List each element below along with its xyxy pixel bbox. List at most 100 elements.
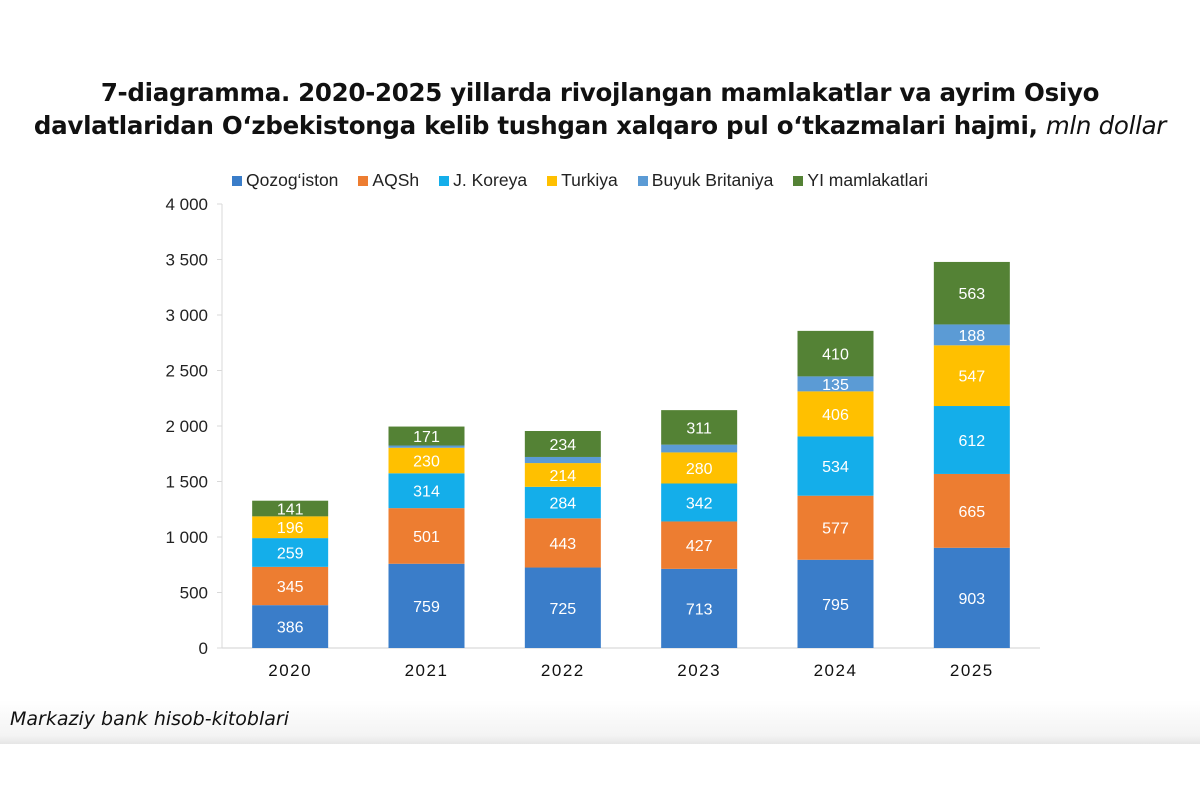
legend-item: Buyuk Britaniya bbox=[637, 170, 774, 191]
data-label: 311 bbox=[686, 420, 712, 437]
data-label: 612 bbox=[958, 433, 985, 450]
data-label: 135 bbox=[822, 377, 849, 394]
bar-segment bbox=[524, 463, 601, 487]
data-label: 386 bbox=[277, 620, 304, 637]
bar-segment bbox=[524, 430, 601, 457]
data-label: 234 bbox=[549, 437, 576, 454]
bar-segment bbox=[661, 410, 738, 445]
legend-item: Qozog‘iston bbox=[232, 170, 338, 191]
bar-segment bbox=[388, 447, 465, 474]
bar-segment bbox=[661, 444, 738, 453]
data-label: 427 bbox=[686, 538, 713, 555]
chart-title: 7-diagramma. 2020-2025 yillarda rivojlan… bbox=[0, 76, 1200, 142]
legend-item: J. Koreya bbox=[439, 170, 527, 191]
bar-segment bbox=[933, 345, 1010, 407]
bar-segment bbox=[933, 547, 1010, 648]
legend-label: YI mamlakatlari bbox=[807, 170, 928, 190]
bar-segment bbox=[388, 473, 465, 509]
bar-segment bbox=[252, 500, 329, 517]
bar-segment bbox=[252, 566, 329, 606]
data-label: 342 bbox=[686, 495, 713, 512]
data-label: 563 bbox=[958, 286, 985, 303]
x-tick-label: 2024 bbox=[814, 661, 858, 680]
legend-swatch bbox=[232, 175, 242, 186]
x-tick-label: 2020 bbox=[268, 661, 312, 680]
data-label: 534 bbox=[822, 459, 849, 476]
x-tick-label: 2022 bbox=[541, 661, 585, 680]
data-label: 577 bbox=[822, 521, 849, 538]
data-label: 725 bbox=[549, 601, 576, 618]
bar-segment bbox=[661, 568, 738, 648]
bar-segment bbox=[252, 605, 329, 648]
chart-title-line2: davlatlaridan O‘zbekistonga kelib tushga… bbox=[0, 109, 1200, 142]
data-label: 259 bbox=[277, 545, 304, 562]
legend-label: Turkiya bbox=[561, 170, 618, 190]
y-tick-label: 0 bbox=[199, 639, 208, 658]
bar-segment bbox=[524, 486, 601, 519]
legend-label: AQSh bbox=[372, 170, 420, 190]
bar-segment bbox=[388, 563, 465, 648]
data-label: 141 bbox=[277, 502, 304, 519]
legend-label: J. Koreya bbox=[453, 170, 528, 190]
bar-segment bbox=[388, 508, 465, 564]
bar-segment bbox=[388, 445, 465, 448]
bar-segment bbox=[252, 538, 329, 567]
legend-swatch bbox=[637, 175, 648, 186]
footer-band bbox=[0, 700, 1200, 744]
y-tick-label: 1 000 bbox=[165, 528, 208, 547]
chart-title-line1: 7-diagramma. 2020-2025 yillarda rivojlan… bbox=[100, 78, 1100, 107]
y-tick-label: 4 000 bbox=[165, 195, 208, 214]
bar-segment bbox=[797, 376, 874, 392]
bar-segment bbox=[524, 518, 601, 568]
data-label: 547 bbox=[958, 369, 985, 386]
data-label: 171 bbox=[413, 429, 440, 446]
bar-segment bbox=[252, 516, 329, 539]
legend: Qozog‘iston AQSh J. Koreya Turkiya Buyuk Bri… bbox=[232, 170, 948, 191]
data-label: 196 bbox=[277, 520, 304, 537]
bar-segment bbox=[661, 521, 738, 569]
bar-segment bbox=[933, 261, 1010, 325]
data-label: 665 bbox=[958, 504, 985, 521]
data-label: 501 bbox=[413, 529, 440, 546]
legend-label: Buyuk Britaniya bbox=[651, 170, 774, 190]
chart-title-line2-text: davlatlaridan O‘zbekistonga kelib tushga… bbox=[33, 111, 1038, 140]
bar-segment bbox=[933, 473, 1010, 548]
chart-title-unit: mln dollar bbox=[1045, 111, 1167, 140]
data-label: 280 bbox=[686, 461, 713, 478]
data-label: 903 bbox=[958, 591, 985, 608]
data-label: 230 bbox=[413, 454, 440, 471]
data-label: 406 bbox=[822, 407, 849, 424]
legend-swatch bbox=[439, 175, 450, 186]
bar-segment bbox=[933, 406, 1010, 474]
data-label: 713 bbox=[686, 601, 713, 618]
legend-item: YI mamlakatlari bbox=[793, 170, 928, 191]
data-label: 443 bbox=[549, 536, 576, 553]
legend-label: Qozog‘iston bbox=[246, 170, 339, 190]
bar-segment bbox=[933, 324, 1010, 346]
y-tick-label: 2 000 bbox=[165, 417, 208, 436]
bar-segment bbox=[388, 426, 465, 446]
legend-item: Turkiya bbox=[547, 170, 618, 191]
data-label: 345 bbox=[277, 579, 304, 596]
legend-item: AQSh bbox=[358, 170, 419, 191]
bar-segment bbox=[661, 452, 738, 484]
bar-segment bbox=[661, 483, 738, 522]
data-label: 759 bbox=[413, 599, 440, 616]
bar-segment bbox=[797, 495, 874, 560]
bar-segment bbox=[524, 456, 601, 464]
data-label: 795 bbox=[822, 597, 849, 614]
y-tick-label: 2 500 bbox=[165, 362, 208, 381]
bar-segment bbox=[524, 567, 601, 648]
legend-swatch bbox=[547, 175, 558, 186]
source-note: Markaziy bank hisob-kitoblari bbox=[10, 708, 290, 730]
data-label: 214 bbox=[549, 468, 576, 485]
data-label: 314 bbox=[413, 484, 440, 501]
y-tick-label: 500 bbox=[180, 584, 208, 603]
x-tick-label: 2021 bbox=[405, 661, 449, 680]
bar-segment bbox=[797, 559, 874, 648]
x-tick-label: 2025 bbox=[950, 661, 994, 680]
bar-segment bbox=[797, 436, 874, 496]
data-label: 188 bbox=[958, 328, 985, 345]
y-tick-label: 1 500 bbox=[165, 473, 208, 492]
bar-segment bbox=[797, 391, 874, 437]
